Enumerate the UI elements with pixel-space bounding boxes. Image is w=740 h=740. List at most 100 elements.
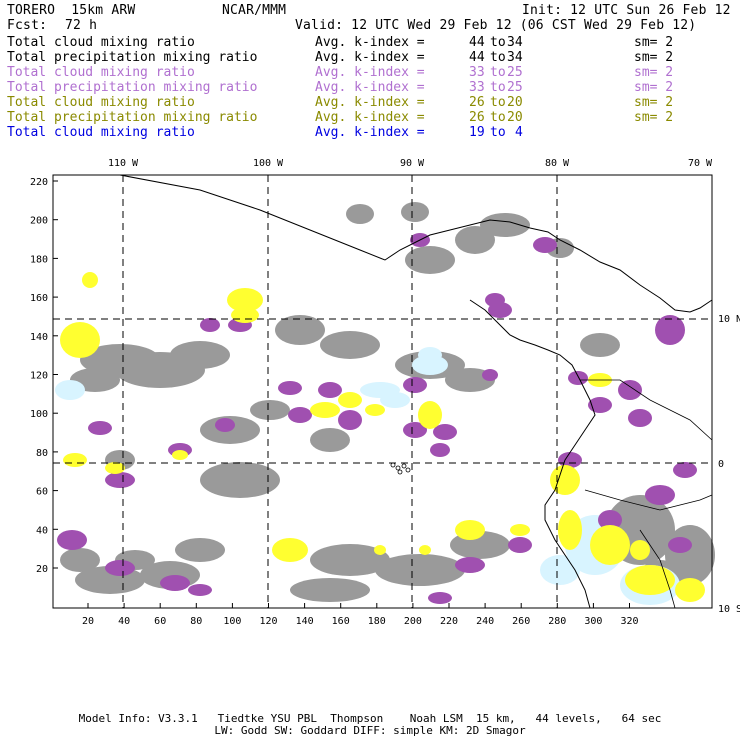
island xyxy=(405,467,411,473)
purple-region xyxy=(105,472,135,488)
purple-region xyxy=(57,530,87,550)
model-info-line1: Model Info: V3.3.1 Tiedtke YSU PBL Thomp… xyxy=(78,712,662,725)
yellow-region xyxy=(63,453,87,467)
k-index-label: Avg. k-index = xyxy=(315,110,433,125)
purple-region xyxy=(628,409,652,427)
smoothing: sm= 2 xyxy=(634,65,674,80)
yellow-region xyxy=(105,462,125,474)
plot-frame xyxy=(52,174,713,609)
y-tick-label: 180 xyxy=(30,254,48,265)
yellow-region xyxy=(310,402,340,418)
smoothing: sm= 2 xyxy=(634,110,674,125)
yellow-region xyxy=(60,322,100,358)
yellow-region xyxy=(272,538,308,562)
x-tick-label: 280 xyxy=(548,616,566,627)
x-tick-label: 160 xyxy=(332,616,350,627)
forecast-map: 220 200 180 160 140 120 100 80 60 40 20 20 40 60 80 100… xyxy=(0,150,740,640)
purple-region xyxy=(278,381,302,395)
k-index-to-word: to xyxy=(490,95,506,110)
x-tick-label: 320 xyxy=(620,616,638,627)
purple-region xyxy=(668,537,692,553)
yellow-region xyxy=(365,404,385,416)
cloud-gray-region xyxy=(275,315,325,345)
valid-time: Valid: 12 UTC Wed 29 Feb 12 (06 CST Wed … xyxy=(295,18,697,33)
purple-region xyxy=(485,293,505,307)
y-tick-label: 20 xyxy=(36,564,48,575)
k-index-to-word: to xyxy=(490,125,506,140)
field-name: Total cloud mixing ratio xyxy=(7,35,195,50)
model-title: TORERO 15km ARW xyxy=(7,3,136,18)
cloud-gray-region xyxy=(455,226,495,254)
cloud-gray-region xyxy=(200,462,280,498)
purple-region xyxy=(430,443,450,457)
purple-region xyxy=(568,371,588,385)
center-name: NCAR/MMM xyxy=(222,3,287,18)
smoothing: sm= 2 xyxy=(634,80,674,95)
purple-region xyxy=(482,369,498,381)
y-tick-label: 140 xyxy=(30,332,48,343)
purple-region xyxy=(508,537,532,553)
cloud-cyan-region xyxy=(540,555,580,585)
purple-region xyxy=(588,397,612,413)
k-index-label: Avg. k-index = xyxy=(315,35,433,50)
k-index-to: 25 xyxy=(507,80,523,95)
yellow-region xyxy=(82,272,98,288)
cloud-gray-region xyxy=(60,548,100,572)
purple-region xyxy=(655,315,685,345)
cloud-gray-region xyxy=(170,341,230,369)
purple-region xyxy=(645,485,675,505)
purple-region xyxy=(318,382,342,398)
x-tick-label: 180 xyxy=(368,616,386,627)
k-index-label: Avg. k-index = xyxy=(315,80,433,95)
field-name: Total cloud mixing ratio xyxy=(7,95,195,110)
cloud-gray-region xyxy=(175,538,225,562)
coastline-central-america xyxy=(119,174,713,313)
k-index-to: 34 xyxy=(507,50,523,65)
y-tick-label: 200 xyxy=(30,216,48,227)
yellow-region xyxy=(675,578,705,602)
k-index-to-word: to xyxy=(490,35,506,50)
x-tick-label: 100 xyxy=(223,616,241,627)
cloud-gray-region xyxy=(401,202,429,222)
longitude-label: 100 W xyxy=(253,158,284,169)
y-tick-label: 60 xyxy=(36,487,48,498)
purple-region xyxy=(673,462,697,478)
forecast-label: Fcst: xyxy=(7,18,48,33)
purple-region xyxy=(188,584,212,596)
purple-region xyxy=(288,407,312,423)
latitude-label: 10 S xyxy=(718,604,740,615)
yellow-region xyxy=(338,392,362,408)
yellow-region xyxy=(419,545,431,555)
map-canvas: 220 200 180 160 140 120 100 80 60 40 20 20 40 60 80 100… xyxy=(30,158,740,627)
smoothing: sm= 2 xyxy=(634,50,674,65)
purple-region xyxy=(200,318,220,332)
cloud-gray-region xyxy=(480,213,530,237)
purple-region xyxy=(403,422,427,438)
purple-region xyxy=(403,377,427,393)
k-index-label: Avg. k-index = xyxy=(315,125,433,140)
longitude-label: 70 W xyxy=(688,158,713,169)
forecast-hour: 72 h xyxy=(65,18,98,33)
country-border xyxy=(584,489,713,511)
longitude-label: 90 W xyxy=(400,158,425,169)
x-tick-label: 120 xyxy=(259,616,277,627)
island xyxy=(395,465,401,471)
field-name: Total precipitation mixing ratio xyxy=(7,80,258,95)
model-info-line2: LW: Godd SW: Goddard DIFF: simple KM: 2D… xyxy=(214,724,526,737)
y-tick-label: 120 xyxy=(30,371,48,382)
k-index-from: 44 xyxy=(469,35,485,50)
field-name: Total precipitation mixing ratio xyxy=(7,50,258,65)
island xyxy=(390,462,396,468)
yellow-region xyxy=(558,510,582,550)
purple-region xyxy=(433,424,457,440)
yellow-region xyxy=(231,307,259,323)
cloud-gray-region xyxy=(346,204,374,224)
island xyxy=(397,469,403,475)
yellow-region xyxy=(625,565,675,595)
cloud-gray-region xyxy=(80,344,160,376)
x-tick-label: 220 xyxy=(440,616,458,627)
longitude-label: 80 W xyxy=(545,158,570,169)
k-index-to: 25 xyxy=(507,65,523,80)
k-index-to-word: to xyxy=(490,110,506,125)
y-tick-label: 100 xyxy=(30,409,48,420)
